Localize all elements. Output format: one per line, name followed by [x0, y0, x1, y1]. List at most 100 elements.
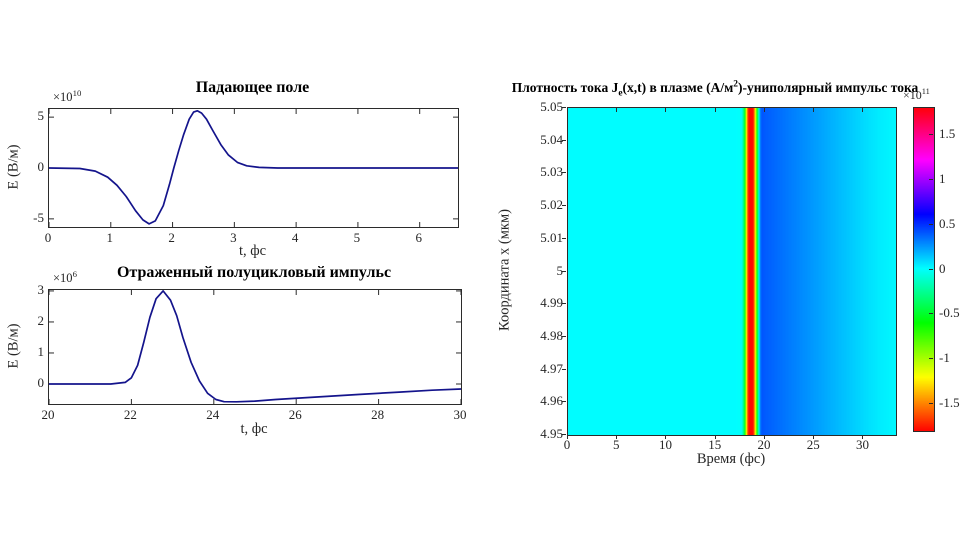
- reflected-y-exponent: ×106: [53, 268, 77, 285]
- tick-label: 5.03: [540, 164, 563, 180]
- tick-mark: [567, 435, 568, 439]
- tick-mark: [714, 435, 716, 439]
- tick-label: 4.98: [540, 327, 563, 343]
- tick-label: 0: [37, 159, 45, 174]
- tick-mark: [763, 108, 765, 112]
- tick-label: 25: [806, 437, 820, 452]
- heatmap-x-axis-label: Время (фс): [696, 451, 766, 467]
- tick-mark: [562, 401, 566, 403]
- incident-field-svg: [49, 109, 458, 227]
- tick-label: 5.02: [540, 197, 563, 213]
- tick-label: -0.5: [939, 305, 960, 321]
- tick-mark: [562, 237, 566, 239]
- tick-label: 0: [37, 374, 45, 390]
- tick-label: 1: [939, 170, 946, 186]
- tick-mark: [562, 270, 566, 272]
- tick-label: 5: [353, 230, 361, 245]
- tick-label: 30: [453, 407, 467, 422]
- tick-label: 4.99: [540, 295, 563, 311]
- tick-label: 20: [757, 437, 771, 452]
- incident-y-exponent: ×1010: [53, 87, 82, 104]
- tick-label: 22: [123, 407, 137, 422]
- tick-mark: [929, 223, 933, 225]
- reflected-pulse-svg: [49, 290, 461, 404]
- tick-mark: [665, 108, 667, 112]
- reflected-plot-title: Отраженный полуцикловый импульс: [116, 264, 392, 281]
- tick-mark: [562, 205, 566, 207]
- tick-label: 5: [37, 108, 45, 124]
- heatmap-title: Плотность тока Je(x,t) в плазме (А/м2)-у…: [511, 79, 919, 99]
- tick-label: -5: [33, 209, 44, 225]
- reflected-pulse-curve: [49, 290, 461, 403]
- tick-mark: [813, 435, 815, 439]
- tick-mark: [929, 268, 933, 270]
- tick-label: 2: [37, 312, 45, 328]
- incident-plot-area: [48, 108, 459, 228]
- tick-label: 1: [106, 230, 114, 245]
- tick-label: 28: [371, 407, 385, 422]
- tick-label: 0: [563, 437, 571, 452]
- tick-mark: [562, 368, 566, 370]
- tick-label: 1: [37, 343, 45, 359]
- tick-label: 4.97: [540, 360, 563, 376]
- tick-label: 0: [44, 230, 52, 245]
- tick-label: 1.5: [939, 125, 956, 141]
- tick-label: 10: [658, 437, 672, 452]
- tick-label: 3: [37, 281, 45, 297]
- tick-label: 5.04: [540, 131, 563, 147]
- tick-mark: [763, 435, 765, 439]
- colorbar: [913, 107, 935, 432]
- tick-mark: [929, 313, 933, 315]
- tick-label: 3: [230, 230, 237, 245]
- incident-plot-title: Падающее поле: [195, 79, 310, 96]
- tick-label: 5.01: [540, 229, 563, 245]
- heatmap-y-axis-label: Координата x (мкм): [496, 209, 513, 331]
- tick-mark: [929, 358, 933, 360]
- tick-mark: [567, 108, 568, 112]
- tick-label: 5: [556, 262, 564, 278]
- heatmap-plot-area: [567, 107, 897, 436]
- tick-label: 5.05: [540, 99, 563, 114]
- tick-mark: [616, 435, 618, 439]
- incident-field-curve: [49, 109, 458, 225]
- tick-label: 0.5: [939, 215, 956, 231]
- tick-mark: [562, 107, 566, 108]
- tick-label: 4: [291, 230, 299, 245]
- colorbar-exponent: ×1011: [903, 87, 930, 102]
- tick-label: 4.96: [540, 393, 563, 409]
- tick-label: 2: [168, 230, 175, 245]
- tick-label: 0: [939, 260, 946, 276]
- tick-mark: [665, 435, 667, 439]
- tick-mark: [813, 108, 815, 112]
- tick-label: 26: [288, 407, 302, 422]
- tick-label: 5: [612, 437, 620, 452]
- tick-mark: [929, 178, 933, 180]
- heatmap-image: [568, 108, 896, 435]
- tick-mark: [562, 139, 566, 141]
- tick-mark: [562, 172, 566, 174]
- tick-mark: [862, 108, 864, 112]
- tick-label: -1: [939, 350, 950, 366]
- tick-label: 30: [855, 437, 869, 452]
- tick-label: 20: [41, 407, 55, 422]
- colorbar-gradient: [914, 108, 934, 431]
- tick-label: 24: [206, 407, 220, 422]
- tick-label: -1.5: [939, 395, 960, 411]
- tick-label: 4.95: [540, 426, 563, 441]
- tick-mark: [929, 403, 933, 405]
- tick-mark: [562, 303, 566, 305]
- tick-mark: [714, 108, 716, 112]
- tick-mark: [929, 133, 933, 135]
- tick-mark: [616, 108, 618, 112]
- tick-mark: [562, 335, 566, 337]
- reflected-x-axis-label: t, фс: [240, 421, 268, 437]
- tick-label: 6: [415, 230, 422, 245]
- tick-mark: [562, 434, 566, 435]
- tick-mark: [862, 435, 864, 439]
- tick-label: 15: [708, 437, 722, 452]
- incident-x-axis-label: t, фс: [238, 243, 267, 259]
